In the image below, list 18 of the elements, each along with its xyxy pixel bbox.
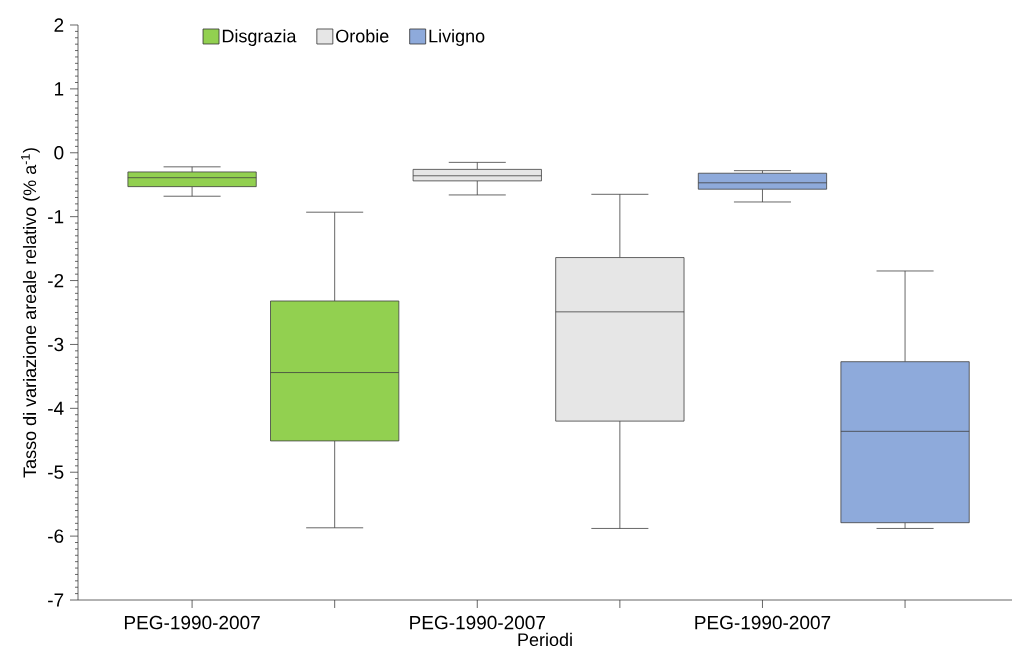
x-tick-label: PEG-1990-2007 (695, 615, 831, 630)
x-tick-label: PEG-1990-2007 (410, 615, 545, 630)
legend-label: Disgrazia (222, 29, 297, 46)
y-tick-label: -1 (48, 210, 64, 224)
legend-label: Orobie (336, 29, 389, 43)
y-tick-label: 2 (54, 18, 64, 32)
y-tick-label: -4 (48, 401, 64, 415)
legend-label: Livigno (429, 29, 485, 46)
y-axis-title: Tasso di variazione areale relativo (% a$^{-1}$) (21, 148, 40, 478)
y-tick-label: 1 (55, 82, 64, 96)
y-tick-label: -2 (48, 273, 64, 288)
y-tick-label: -6 (48, 529, 64, 543)
y-tick-label: -7 (48, 593, 64, 607)
x-tick-label: PEG-1990-2007 (124, 615, 260, 630)
x-axis-title: Periodi (518, 632, 572, 647)
y-tick-label: -3 (48, 337, 64, 352)
y-tick-label: -5 (48, 465, 64, 479)
y-tick-label: 0 (54, 146, 64, 160)
